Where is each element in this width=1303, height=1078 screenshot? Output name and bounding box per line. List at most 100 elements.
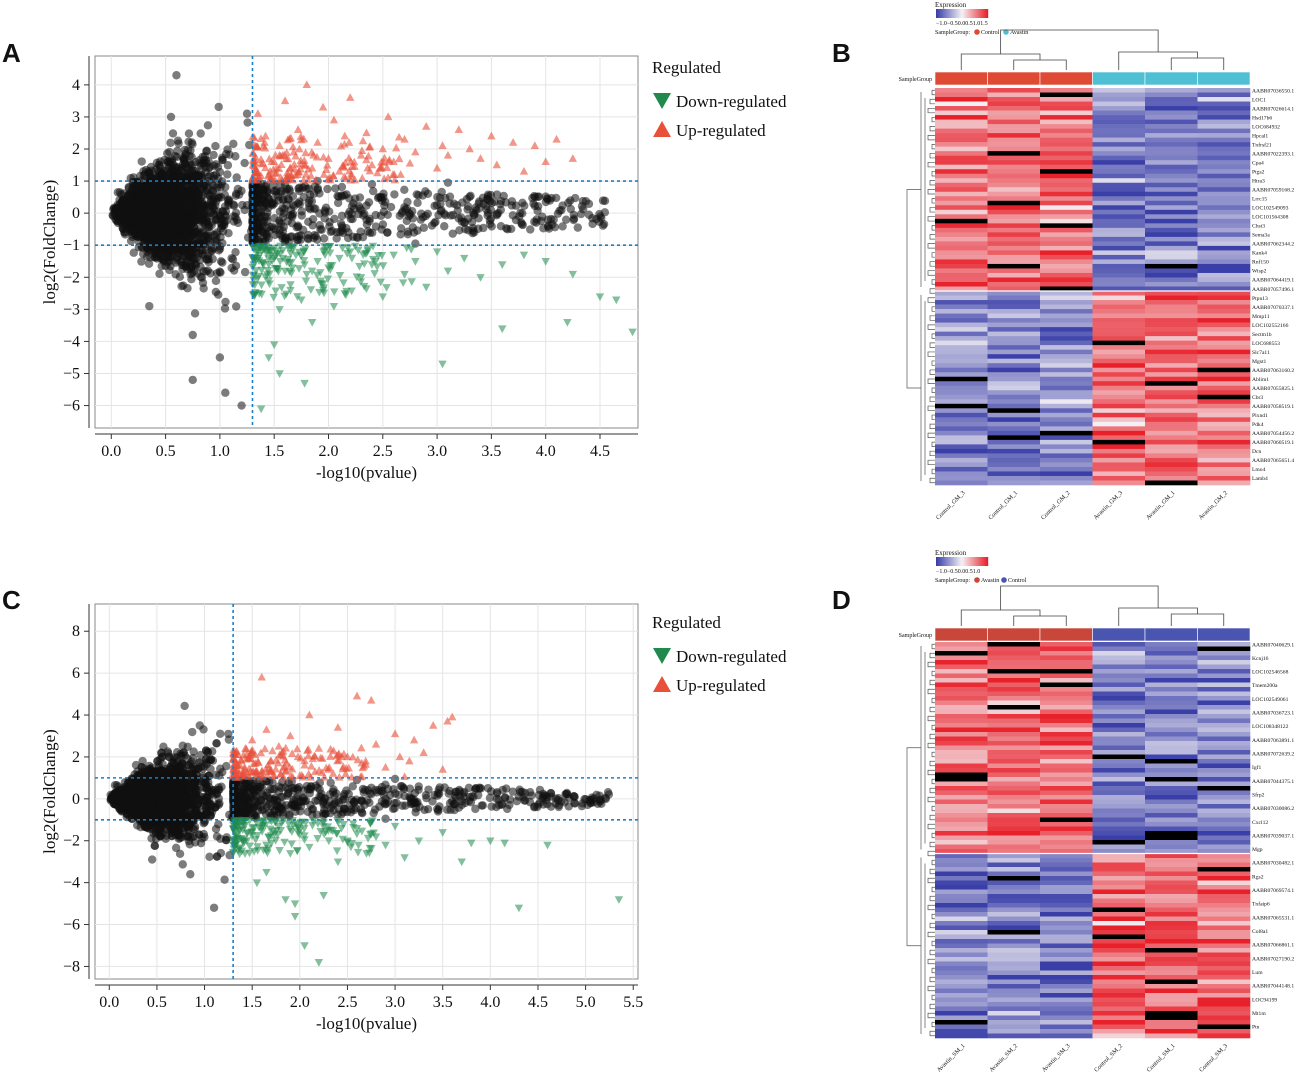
up-point bbox=[375, 163, 385, 172]
ns-point bbox=[201, 231, 211, 240]
ns-point bbox=[214, 290, 223, 299]
up-point bbox=[350, 157, 359, 166]
ns-point bbox=[154, 235, 163, 245]
ns-point bbox=[248, 189, 257, 199]
ns-point bbox=[413, 198, 422, 208]
ns-point bbox=[458, 198, 467, 207]
down-point bbox=[411, 258, 420, 266]
ns-point bbox=[362, 201, 371, 210]
ns-point bbox=[201, 267, 211, 276]
down-point bbox=[264, 255, 273, 263]
ns-point bbox=[157, 220, 166, 229]
y-tick-label: 2 bbox=[72, 141, 80, 158]
down-point bbox=[378, 262, 388, 270]
ns-point bbox=[192, 196, 201, 205]
down-point bbox=[612, 296, 621, 305]
ns-point bbox=[323, 184, 332, 194]
up-point bbox=[443, 150, 453, 159]
up-point bbox=[422, 122, 431, 130]
ns-point bbox=[225, 150, 234, 159]
ns-point bbox=[220, 304, 230, 313]
ns-point bbox=[494, 208, 503, 218]
ns-point bbox=[144, 259, 154, 268]
up-point bbox=[306, 171, 316, 180]
ns-point bbox=[129, 248, 138, 257]
down-point bbox=[519, 251, 529, 260]
ns-point bbox=[600, 196, 610, 206]
ns-point bbox=[166, 112, 176, 122]
up-point bbox=[384, 112, 393, 121]
ns-point bbox=[479, 223, 488, 233]
ns-point bbox=[299, 192, 309, 202]
ns-point bbox=[145, 213, 155, 222]
ns-point bbox=[307, 197, 317, 206]
up-point bbox=[253, 109, 263, 117]
ns-point bbox=[173, 146, 182, 156]
ns-point bbox=[194, 171, 204, 180]
ns-point bbox=[132, 220, 142, 229]
up-point bbox=[275, 141, 284, 149]
up-point bbox=[400, 134, 409, 143]
down-point bbox=[389, 251, 398, 260]
ns-point bbox=[467, 217, 477, 227]
legend-title: Regulated bbox=[652, 58, 721, 77]
down-point bbox=[335, 254, 344, 263]
up-point bbox=[313, 138, 322, 146]
down-point bbox=[286, 281, 295, 289]
ns-point bbox=[228, 255, 238, 264]
ns-point bbox=[174, 139, 183, 148]
down-point bbox=[374, 252, 383, 260]
ns-point bbox=[167, 172, 177, 181]
ns-point bbox=[149, 185, 158, 195]
up-point bbox=[552, 134, 561, 143]
ns-point bbox=[374, 192, 384, 202]
up-point bbox=[323, 160, 332, 169]
down-point bbox=[319, 242, 329, 251]
up-point bbox=[319, 152, 328, 161]
up-point bbox=[296, 159, 305, 168]
down-point bbox=[368, 242, 378, 251]
y-tick-label: −5 bbox=[63, 365, 80, 382]
ns-point bbox=[183, 175, 192, 184]
volcano-plot-a: 0.0 0.5 1.0 1.5 2.0 2.5 3.0 3.5 4.0 4.543210−1−2−… bbox=[40, 55, 787, 482]
down-point bbox=[325, 243, 335, 251]
ns-point bbox=[201, 187, 210, 196]
ns-point bbox=[138, 249, 148, 259]
ns-point bbox=[564, 198, 573, 207]
ns-point bbox=[349, 232, 358, 241]
y-axis-label: log2(FoldChange) bbox=[40, 180, 59, 305]
ns-point bbox=[224, 228, 233, 238]
ns-point bbox=[448, 229, 457, 238]
ns-point bbox=[573, 223, 582, 232]
up-point bbox=[373, 168, 382, 177]
panel-label-b: B bbox=[832, 38, 851, 68]
ns-point bbox=[157, 261, 166, 271]
ns-point bbox=[150, 225, 159, 234]
ns-point bbox=[144, 207, 153, 216]
down-point bbox=[285, 245, 295, 253]
ns-point bbox=[183, 145, 193, 154]
ns-point bbox=[139, 212, 148, 221]
legend-up-icon bbox=[653, 121, 671, 137]
y-tick-label: 3 bbox=[72, 109, 80, 126]
up-point bbox=[394, 132, 404, 141]
y-tick-label: −2 bbox=[63, 269, 80, 286]
y-tick-label: −1 bbox=[63, 237, 80, 254]
up-point bbox=[454, 125, 464, 133]
ns-point bbox=[168, 233, 177, 243]
ns-point bbox=[371, 210, 380, 220]
down-point bbox=[407, 245, 416, 254]
y-tick-label: −3 bbox=[63, 301, 80, 318]
ns-point bbox=[436, 199, 445, 209]
up-point bbox=[380, 153, 389, 162]
ns-point bbox=[170, 219, 179, 228]
up-point bbox=[318, 102, 328, 111]
down-point bbox=[257, 290, 266, 299]
up-point bbox=[411, 147, 420, 156]
up-point bbox=[438, 141, 447, 149]
down-point bbox=[402, 244, 411, 253]
up-point bbox=[336, 141, 346, 150]
ns-point bbox=[463, 205, 472, 214]
up-point bbox=[251, 166, 261, 175]
ns-point bbox=[137, 257, 146, 266]
